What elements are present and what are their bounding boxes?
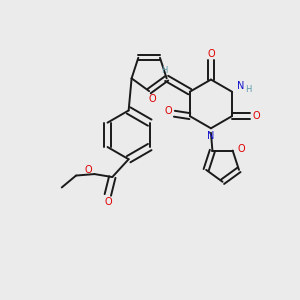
- Text: H: H: [161, 65, 167, 74]
- Text: O: O: [85, 165, 92, 175]
- Text: O: O: [237, 144, 245, 154]
- Text: N: N: [237, 81, 244, 92]
- Text: O: O: [207, 49, 215, 59]
- Text: H: H: [245, 85, 252, 94]
- Text: O: O: [104, 197, 112, 207]
- Text: O: O: [148, 94, 156, 103]
- Text: O: O: [253, 111, 260, 121]
- Text: O: O: [164, 106, 172, 116]
- Text: N: N: [207, 131, 214, 141]
